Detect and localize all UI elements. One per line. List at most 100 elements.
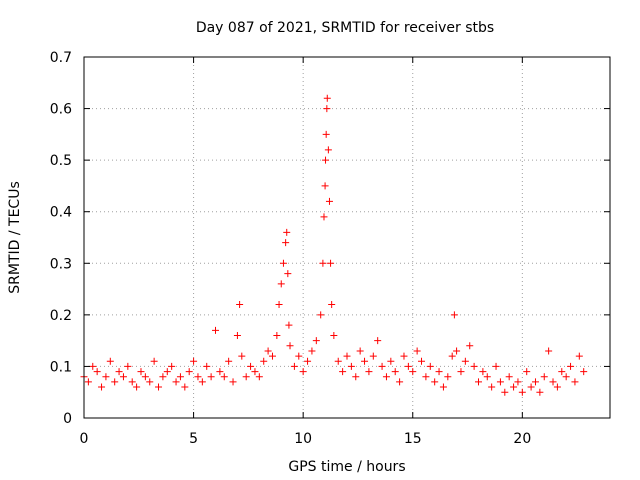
data-point: [492, 362, 500, 370]
data-point: [242, 373, 250, 381]
data-point: [304, 357, 312, 365]
y-axis-label: SRMTID / TECUs: [7, 181, 23, 294]
data-point: [439, 383, 447, 391]
y-tick-label: 0.3: [50, 256, 72, 272]
data-point: [567, 362, 575, 370]
y-tick-label: 0.5: [50, 153, 72, 169]
data-point: [236, 301, 244, 309]
data-point: [325, 197, 333, 205]
data-point: [365, 368, 373, 376]
data-point: [312, 337, 320, 345]
data-point: [322, 130, 330, 138]
data-point: [229, 378, 237, 386]
data-point: [571, 378, 579, 386]
data-point: [190, 357, 198, 365]
data-point: [321, 182, 329, 190]
y-tick-label: 0: [63, 411, 72, 427]
data-point: [426, 362, 434, 370]
data-point: [558, 368, 566, 376]
data-point: [431, 378, 439, 386]
data-point: [268, 352, 276, 360]
data-point: [418, 357, 426, 365]
data-point: [168, 362, 176, 370]
data-point: [466, 342, 474, 350]
data-point: [382, 373, 390, 381]
data-point: [575, 352, 583, 360]
data-point: [137, 368, 145, 376]
data-point: [435, 368, 443, 376]
data-point: [510, 383, 518, 391]
data-point: [124, 362, 132, 370]
data-point: [330, 331, 338, 339]
data-point: [146, 378, 154, 386]
data-point: [527, 383, 535, 391]
data-point: [176, 373, 184, 381]
data-point: [172, 378, 180, 386]
data-point: [505, 373, 513, 381]
data-point: [496, 378, 504, 386]
data-point: [286, 342, 294, 350]
data-point: [247, 362, 255, 370]
data-point: [216, 368, 224, 376]
data-point: [255, 373, 263, 381]
data-point: [334, 357, 342, 365]
data-point: [422, 373, 430, 381]
data-point: [396, 378, 404, 386]
y-tick-label: 0.7: [50, 50, 72, 66]
data-point: [319, 259, 327, 267]
data-point: [523, 368, 531, 376]
axis-ticks: [83, 56, 610, 419]
data-point: [404, 362, 412, 370]
data-point: [93, 368, 101, 376]
data-points: [80, 94, 588, 396]
data-point: [323, 105, 331, 113]
grid: [84, 57, 610, 418]
data-point: [155, 383, 163, 391]
tick-labels: 0 0.1 0.2 0.3 0.4 0.5 0.6 0.7 0 5 10 15 20: [50, 50, 532, 447]
data-point: [461, 357, 469, 365]
y-tick-label: 0.6: [50, 102, 72, 118]
data-point: [285, 321, 293, 329]
data-point: [282, 239, 290, 247]
data-point: [106, 357, 114, 365]
y-tick-label: 0.2: [50, 308, 72, 324]
data-point: [324, 146, 332, 154]
data-point: [238, 352, 246, 360]
x-tick-label: 15: [404, 431, 422, 447]
data-point: [277, 280, 285, 288]
data-point: [111, 378, 119, 386]
data-point: [361, 357, 369, 365]
data-point: [448, 352, 456, 360]
data-point: [327, 259, 335, 267]
data-point: [479, 368, 487, 376]
data-point: [457, 368, 465, 376]
chart-title: Day 087 of 2021, SRMTID for receiver stb…: [196, 20, 494, 36]
data-point: [220, 373, 228, 381]
data-point: [347, 362, 355, 370]
data-point: [275, 301, 283, 309]
data-point: [580, 368, 588, 376]
data-point: [518, 388, 526, 396]
data-point: [260, 357, 268, 365]
data-point: [531, 378, 539, 386]
y-tick-label: 0.4: [50, 205, 72, 221]
data-point: [475, 378, 482, 386]
data-point: [141, 373, 149, 381]
plot-frame: [83, 56, 611, 419]
x-tick-label: 0: [80, 431, 89, 447]
data-point: [343, 352, 351, 360]
data-point: [328, 301, 336, 309]
data-point: [212, 326, 219, 334]
data-point: [391, 368, 399, 376]
data-point: [323, 94, 331, 102]
data-point: [501, 388, 509, 396]
data-point: [273, 331, 281, 339]
data-point: [322, 156, 330, 164]
data-point: [102, 373, 110, 381]
data-point: [225, 357, 233, 365]
data-point: [194, 373, 202, 381]
data-point: [320, 213, 328, 221]
data-point: [400, 352, 408, 360]
data-point: [163, 368, 171, 376]
